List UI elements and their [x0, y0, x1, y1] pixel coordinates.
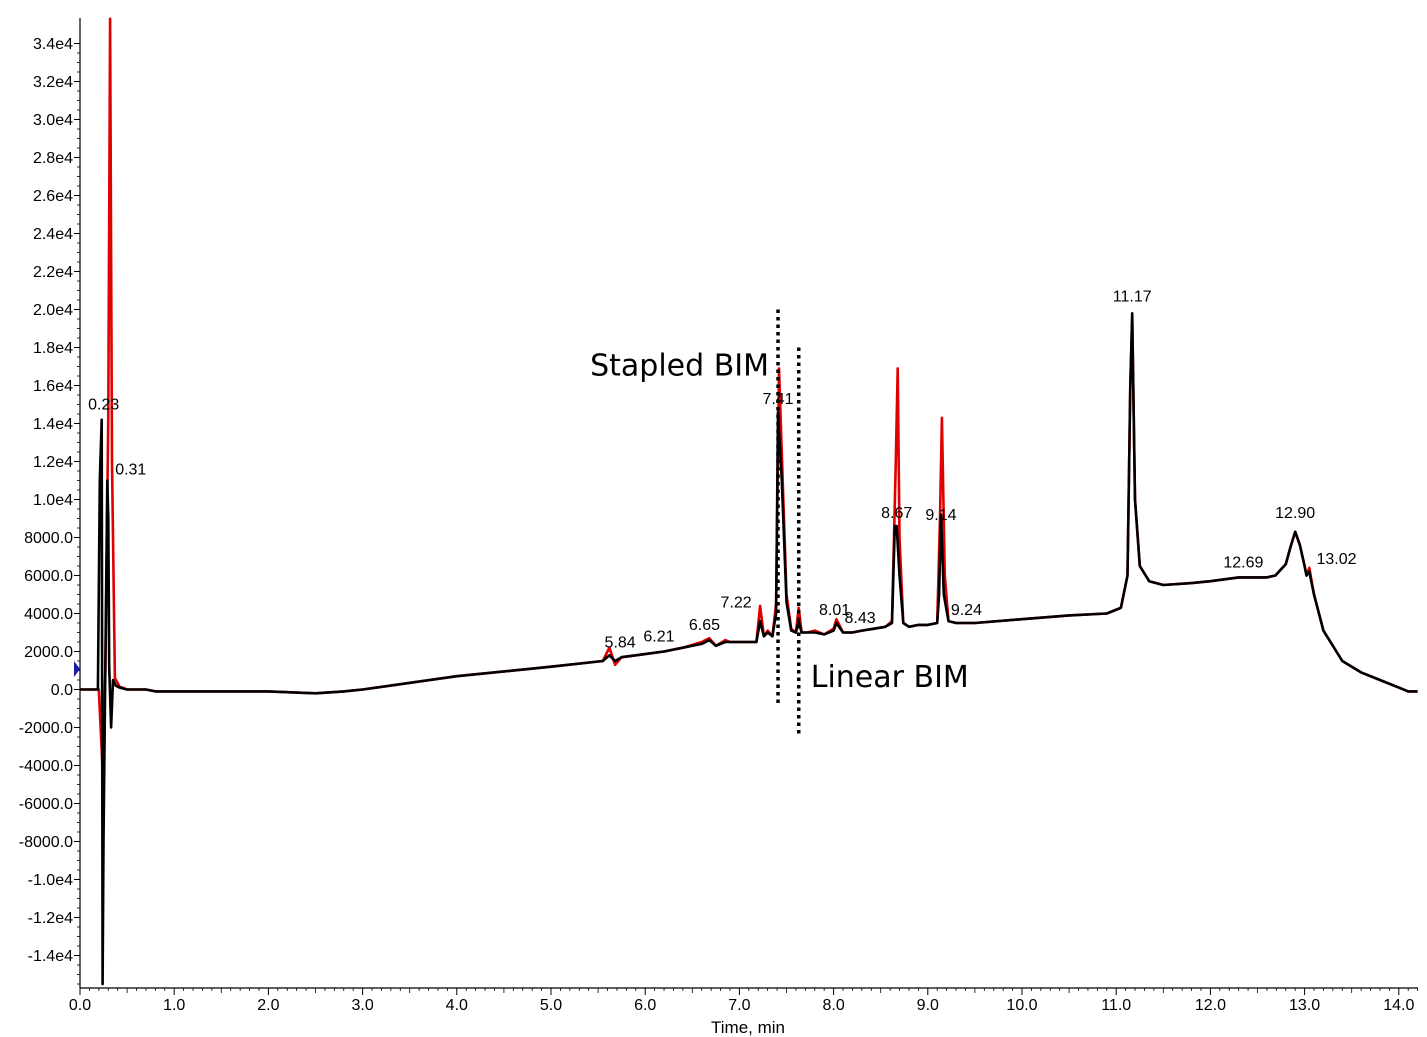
- x-tick-label: 7.0: [728, 997, 750, 1014]
- peak-label: 0.31: [115, 462, 146, 479]
- y-tick-label: -6000.0: [19, 796, 73, 813]
- peak-label: 8.67: [881, 505, 912, 522]
- x-axis-title: Time, min: [711, 1018, 785, 1037]
- peak-label: 6.21: [643, 629, 674, 646]
- peak-label: 12.69: [1223, 554, 1263, 571]
- x-tick-label: 1.0: [163, 997, 185, 1014]
- y-tick-label: 3.2e4: [33, 74, 73, 91]
- y-tick-label: 8000.0: [24, 530, 73, 547]
- x-tick-label: 2.0: [257, 997, 279, 1014]
- x-tick-label: 8.0: [822, 997, 844, 1014]
- y-tick-label: 2.4e4: [33, 226, 73, 243]
- y-tick-label: 4000.0: [24, 606, 73, 623]
- peak-label: 12.90: [1275, 505, 1315, 522]
- peak-label: 11.17: [1113, 288, 1152, 305]
- x-tick-label: 0.0: [69, 997, 91, 1014]
- y-tick-label: 3.0e4: [33, 112, 73, 129]
- y-tick-label: 1.8e4: [33, 340, 73, 357]
- y-tick-label: 6000.0: [24, 568, 73, 585]
- y-tick-label: 0.0: [51, 682, 73, 699]
- y-tick-label: -1.2e4: [28, 910, 73, 927]
- x-tick-label: 6.0: [634, 997, 656, 1014]
- peak-label: 0.23: [88, 397, 119, 414]
- x-tick-label: 4.0: [446, 997, 468, 1014]
- y-tick-label: 2.8e4: [33, 150, 73, 167]
- x-tick-label: 3.0: [351, 997, 373, 1014]
- linear-bim-label: Linear BIM: [811, 660, 969, 695]
- y-tick-label: 1.0e4: [33, 492, 73, 509]
- y-tick-label: 1.6e4: [33, 378, 73, 395]
- y-tick-label: -4000.0: [19, 758, 73, 775]
- peak-label: 7.22: [721, 595, 752, 612]
- x-tick-label: 10.0: [1006, 997, 1037, 1014]
- y-tick-label: -8000.0: [19, 834, 73, 851]
- y-tick-label: -1.0e4: [28, 872, 73, 889]
- peak-label: 13.02: [1316, 551, 1356, 568]
- baseline-marker-icon: [74, 661, 80, 677]
- x-tick-label: 13.0: [1289, 997, 1320, 1014]
- peak-label: 7.41: [762, 391, 793, 408]
- peak-label: 9.24: [951, 602, 982, 619]
- series-black-line: [80, 311, 1418, 986]
- x-tick-label: 14.0: [1383, 997, 1414, 1014]
- series-red-line: [80, 17, 1418, 771]
- x-tick-label: 5.0: [540, 997, 562, 1014]
- x-tick-label: 11.0: [1101, 997, 1131, 1014]
- y-tick-label: 1.2e4: [33, 454, 73, 471]
- y-tick-label: 2.6e4: [33, 188, 73, 205]
- stapled-bim-label: Stapled BIM: [590, 349, 769, 384]
- annotations: Stapled BIM Linear BIM: [590, 309, 969, 737]
- x-tick-label: 9.0: [917, 997, 939, 1014]
- peak-label: 6.65: [689, 617, 720, 634]
- y-tick-label: -1.4e4: [28, 948, 73, 965]
- y-tick-label: 1.4e4: [33, 416, 73, 433]
- x-tick-label: 12.0: [1195, 997, 1226, 1014]
- y-tick-label: 2.2e4: [33, 264, 73, 281]
- peak-label: 8.43: [845, 610, 876, 627]
- y-tick-label: 3.4e4: [33, 36, 73, 53]
- peak-label: 5.84: [605, 634, 636, 651]
- peak-labels: 0.23 0.31 5.84 6.21 6.657.22 7.41 8.018.43 8.67…: [88, 288, 1357, 651]
- axes: 3.4e4 3.2e4 3.0e4 2.8e4 2.6e4 2.4e4 2.2e4 2.0e4…: [19, 18, 1419, 1014]
- peak-label: 8.01: [819, 602, 850, 619]
- peak-label: 9.14: [925, 507, 956, 524]
- y-tick-label: 2.0e4: [33, 302, 73, 319]
- y-tick-label: -2000.0: [19, 720, 73, 737]
- y-tick-label: 2000.0: [24, 644, 73, 661]
- series-layer: [80, 17, 1418, 986]
